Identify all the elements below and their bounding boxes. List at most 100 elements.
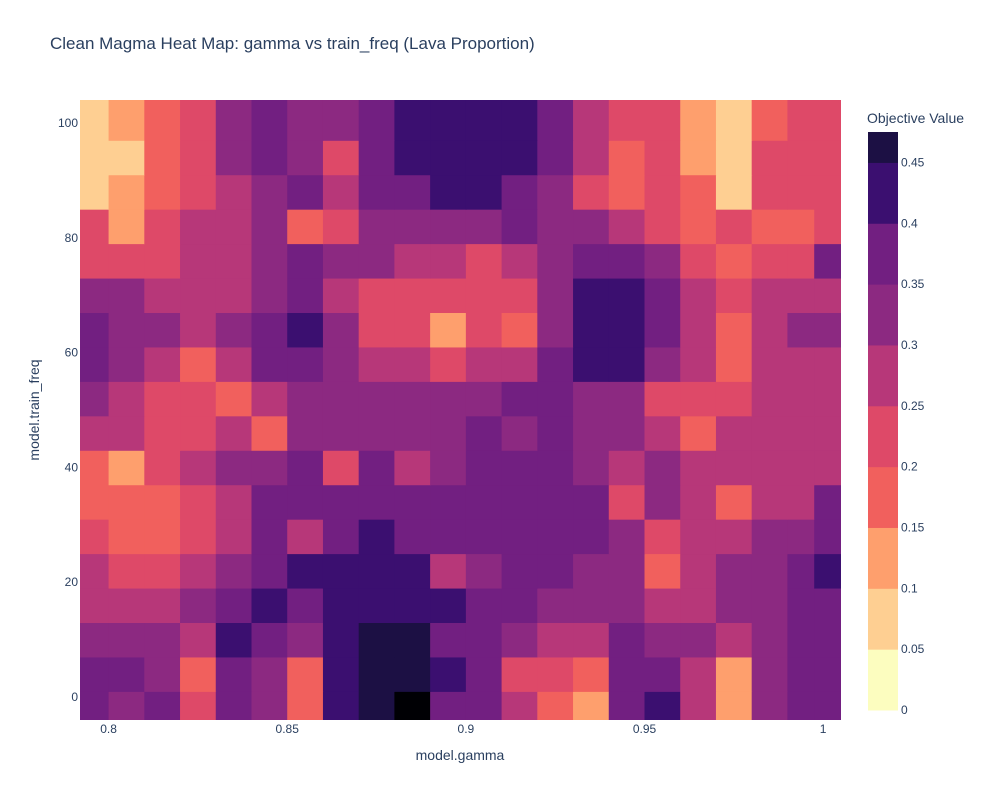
heatmap-cell[interactable]	[358, 140, 396, 176]
heatmap-cell[interactable]	[644, 415, 681, 451]
heatmap-cell[interactable]	[80, 346, 110, 382]
heatmap-cell[interactable]	[108, 553, 145, 589]
heatmap-cell[interactable]	[814, 174, 841, 210]
heatmap-cell[interactable]	[573, 484, 610, 520]
heatmap-cell[interactable]	[715, 553, 753, 589]
heatmap-cell[interactable]	[608, 277, 646, 313]
heatmap-cell[interactable]	[608, 656, 646, 692]
heatmap-cell[interactable]	[322, 450, 360, 486]
heatmap-cell[interactable]	[430, 656, 467, 692]
heatmap-cell[interactable]	[430, 450, 467, 486]
heatmap-cell[interactable]	[537, 312, 574, 348]
heatmap-cell[interactable]	[215, 656, 253, 692]
heatmap-cell[interactable]	[573, 243, 610, 279]
heatmap-cell[interactable]	[501, 346, 538, 382]
heatmap-cell[interactable]	[144, 656, 181, 692]
heatmap-cell[interactable]	[465, 519, 503, 555]
heatmap-cell[interactable]	[430, 484, 467, 520]
heatmap-cell[interactable]	[715, 484, 753, 520]
heatmap-cell[interactable]	[465, 484, 503, 520]
heatmap-cell[interactable]	[715, 140, 753, 176]
heatmap-cell[interactable]	[573, 100, 610, 141]
heatmap-cell[interactable]	[573, 415, 610, 451]
heatmap-cell[interactable]	[573, 622, 610, 658]
heatmap-cell[interactable]	[573, 656, 610, 692]
heatmap-cell[interactable]	[465, 450, 503, 486]
heatmap-cell[interactable]	[287, 277, 324, 313]
heatmap-cell[interactable]	[108, 519, 145, 555]
heatmap-cell[interactable]	[108, 691, 145, 720]
heatmap-cell[interactable]	[465, 622, 503, 658]
heatmap-cell[interactable]	[144, 243, 181, 279]
heatmap-cell[interactable]	[430, 209, 467, 245]
heatmap-cell[interactable]	[108, 656, 145, 692]
heatmap-cell[interactable]	[430, 381, 467, 417]
heatmap-cell[interactable]	[751, 381, 789, 417]
heatmap-cell[interactable]	[465, 381, 503, 417]
heatmap-cell[interactable]	[715, 691, 753, 720]
heatmap-cell[interactable]	[608, 553, 646, 589]
heatmap-cell[interactable]	[180, 553, 217, 589]
heatmap-cell[interactable]	[537, 622, 574, 658]
heatmap-cell[interactable]	[787, 381, 815, 417]
heatmap-cell[interactable]	[108, 312, 145, 348]
heatmap-cell[interactable]	[537, 346, 574, 382]
heatmap-cell[interactable]	[787, 174, 815, 210]
heatmap-cell[interactable]	[215, 174, 253, 210]
heatmap-cell[interactable]	[644, 312, 681, 348]
heatmap-cell[interactable]	[787, 243, 815, 279]
heatmap-cell[interactable]	[814, 519, 841, 555]
heatmap-cell[interactable]	[814, 100, 841, 141]
heatmap-cell[interactable]	[251, 346, 288, 382]
heatmap-cell[interactable]	[215, 277, 253, 313]
heatmap-cell[interactable]	[358, 209, 396, 245]
heatmap-cell[interactable]	[501, 243, 538, 279]
heatmap-cell[interactable]	[394, 622, 431, 658]
heatmap-cell[interactable]	[680, 140, 717, 176]
heatmap-cell[interactable]	[180, 277, 217, 313]
heatmap-cell[interactable]	[215, 450, 253, 486]
heatmap-cell[interactable]	[814, 484, 841, 520]
heatmap-cell[interactable]	[537, 519, 574, 555]
heatmap-cell[interactable]	[430, 415, 467, 451]
heatmap-cell[interactable]	[215, 553, 253, 589]
heatmap-cell[interactable]	[180, 381, 217, 417]
heatmap-cell[interactable]	[680, 209, 717, 245]
heatmap-cell[interactable]	[358, 450, 396, 486]
heatmap-cell[interactable]	[108, 277, 145, 313]
heatmap-cell[interactable]	[180, 519, 217, 555]
heatmap-cell[interactable]	[715, 243, 753, 279]
heatmap-cell[interactable]	[144, 140, 181, 176]
heatmap-cell[interactable]	[358, 100, 396, 141]
heatmap-cell[interactable]	[80, 484, 110, 520]
heatmap-cell[interactable]	[537, 243, 574, 279]
heatmap-cell[interactable]	[715, 622, 753, 658]
heatmap-cell[interactable]	[287, 140, 324, 176]
heatmap-cell[interactable]	[715, 519, 753, 555]
heatmap-cell[interactable]	[537, 587, 574, 623]
heatmap-cell[interactable]	[465, 415, 503, 451]
heatmap-cell[interactable]	[287, 381, 324, 417]
heatmap-cell[interactable]	[287, 243, 324, 279]
heatmap-cell[interactable]	[751, 656, 789, 692]
heatmap-cell[interactable]	[108, 243, 145, 279]
heatmap-cell[interactable]	[215, 243, 253, 279]
heatmap-cell[interactable]	[787, 484, 815, 520]
heatmap-cell[interactable]	[430, 312, 467, 348]
heatmap-cell[interactable]	[501, 277, 538, 313]
heatmap-cell[interactable]	[680, 243, 717, 279]
heatmap-cell[interactable]	[430, 519, 467, 555]
heatmap-cell[interactable]	[608, 587, 646, 623]
heatmap-cell[interactable]	[644, 484, 681, 520]
heatmap-cell[interactable]	[465, 587, 503, 623]
heatmap-cell[interactable]	[751, 484, 789, 520]
heatmap-cell[interactable]	[814, 450, 841, 486]
heatmap-cell[interactable]	[180, 656, 217, 692]
heatmap-cell[interactable]	[80, 450, 110, 486]
heatmap-cell[interactable]	[501, 656, 538, 692]
heatmap-cell[interactable]	[787, 346, 815, 382]
heatmap-cell[interactable]	[715, 277, 753, 313]
heatmap-cell[interactable]	[465, 140, 503, 176]
heatmap-cell[interactable]	[180, 243, 217, 279]
